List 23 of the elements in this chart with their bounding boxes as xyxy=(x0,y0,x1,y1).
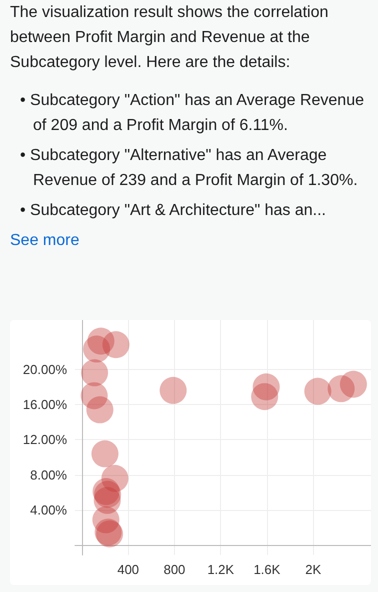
y-tick-label: 12.00% xyxy=(22,432,68,448)
text: See more xyxy=(10,231,80,251)
chart-title: The visualization result shows the correlation between Profit Margin and Revenue at the Subcategory level. Here are the details: xyxy=(10,3,330,73)
text: • Subcategory "Action" has an Average Revenue of 209 and a Profit Margin of 6.11%. xyxy=(20,91,364,136)
text: • Subcategory "Art & Architecture" has an... xyxy=(20,201,327,221)
y-tick-label: 16.00% xyxy=(22,396,68,412)
point xyxy=(304,378,332,405)
point xyxy=(91,440,118,468)
point xyxy=(340,370,367,398)
point xyxy=(160,376,187,404)
point xyxy=(251,383,278,410)
y-tick-label: 4.00% xyxy=(30,502,68,518)
y-tick-label: 20.00% xyxy=(22,362,68,377)
point xyxy=(81,359,108,386)
x-tick-label: 1.6K xyxy=(254,562,281,577)
x-tick-label: 800 xyxy=(164,562,186,577)
point xyxy=(86,396,114,424)
point xyxy=(102,331,130,358)
x-tick-label: 2K xyxy=(305,562,322,577)
x-tick-label: 400 xyxy=(117,562,140,577)
y-tick-label: 8.00% xyxy=(30,467,68,482)
x-tick-label: 1.2K xyxy=(207,562,234,577)
text: • Subcategory "Alternative" has an Average Revenue of 239 and a Profit Margin of 1.30%. xyxy=(20,146,359,191)
